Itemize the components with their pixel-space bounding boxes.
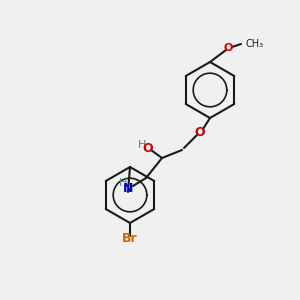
Text: O: O (195, 125, 205, 139)
Text: N: N (123, 182, 133, 194)
Text: H: H (119, 178, 127, 188)
Text: CH₃: CH₃ (246, 39, 264, 49)
Text: O: O (143, 142, 153, 154)
Text: O: O (223, 43, 233, 53)
Text: H: H (138, 140, 146, 150)
Text: Br: Br (122, 232, 138, 245)
